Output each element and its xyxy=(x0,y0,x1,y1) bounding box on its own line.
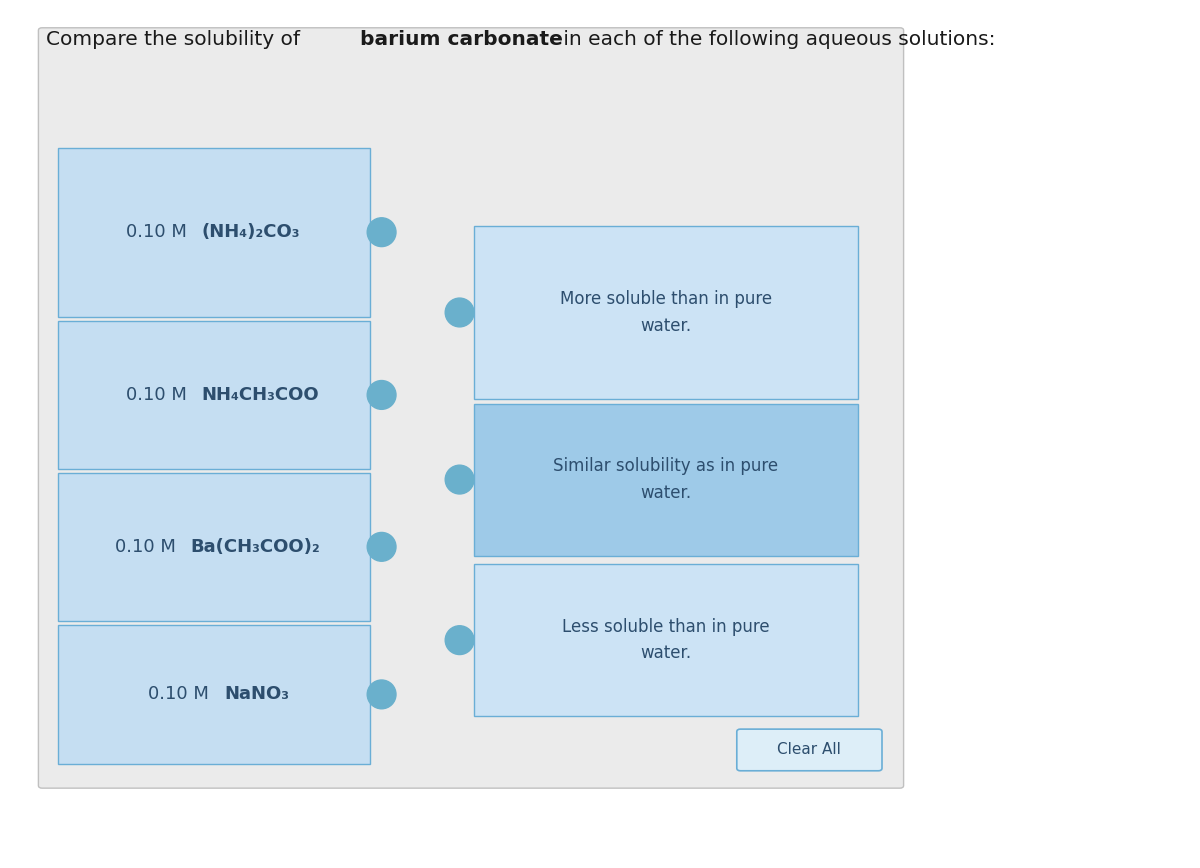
Text: (NH₄)₂CO₃: (NH₄)₂CO₃ xyxy=(202,223,300,241)
Text: 0.10 M: 0.10 M xyxy=(126,386,192,404)
FancyBboxPatch shape xyxy=(474,564,858,716)
Text: Compare the solubility of: Compare the solubility of xyxy=(46,30,306,49)
FancyBboxPatch shape xyxy=(737,729,882,771)
Ellipse shape xyxy=(445,298,474,327)
FancyBboxPatch shape xyxy=(58,625,370,764)
Ellipse shape xyxy=(367,218,396,247)
FancyBboxPatch shape xyxy=(58,321,370,469)
Ellipse shape xyxy=(367,532,396,562)
FancyBboxPatch shape xyxy=(58,148,370,317)
Text: More soluble than in pure
water.: More soluble than in pure water. xyxy=(560,290,772,335)
Text: Clear All: Clear All xyxy=(778,742,841,758)
Text: barium carbonate: barium carbonate xyxy=(360,30,563,49)
FancyBboxPatch shape xyxy=(474,404,858,556)
Text: NH₄CH₃COO: NH₄CH₃COO xyxy=(202,386,319,404)
Text: Similar solubility as in pure
water.: Similar solubility as in pure water. xyxy=(553,457,779,502)
Text: Ba(CH₃COO)₂: Ba(CH₃COO)₂ xyxy=(191,538,320,556)
Text: in each of the following aqueous solutions:: in each of the following aqueous solutio… xyxy=(557,30,996,49)
Ellipse shape xyxy=(367,380,396,410)
Ellipse shape xyxy=(445,465,474,494)
Text: Less soluble than in pure
water.: Less soluble than in pure water. xyxy=(562,618,770,662)
FancyBboxPatch shape xyxy=(38,28,904,788)
FancyBboxPatch shape xyxy=(474,226,858,399)
Text: 0.10 M: 0.10 M xyxy=(148,686,215,703)
FancyBboxPatch shape xyxy=(58,473,370,621)
Ellipse shape xyxy=(445,626,474,654)
Text: 0.10 M: 0.10 M xyxy=(126,223,192,241)
Ellipse shape xyxy=(367,680,396,709)
Text: NaNO₃: NaNO₃ xyxy=(224,686,289,703)
Text: 0.10 M: 0.10 M xyxy=(115,538,181,556)
